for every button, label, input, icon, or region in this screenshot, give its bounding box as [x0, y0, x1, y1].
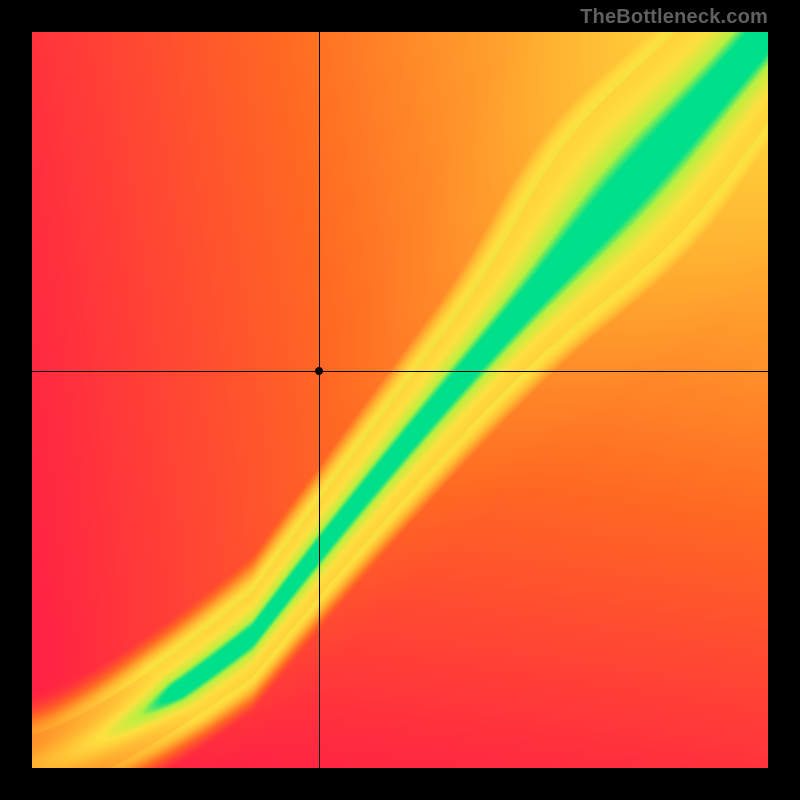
marker-dot [315, 367, 323, 375]
plot-area [32, 32, 768, 768]
crosshair-horizontal [32, 371, 768, 372]
chart-container: TheBottleneck.com [0, 0, 800, 800]
heatmap-canvas [32, 32, 768, 768]
crosshair-vertical [319, 32, 320, 768]
watermark-text: TheBottleneck.com [580, 6, 768, 29]
